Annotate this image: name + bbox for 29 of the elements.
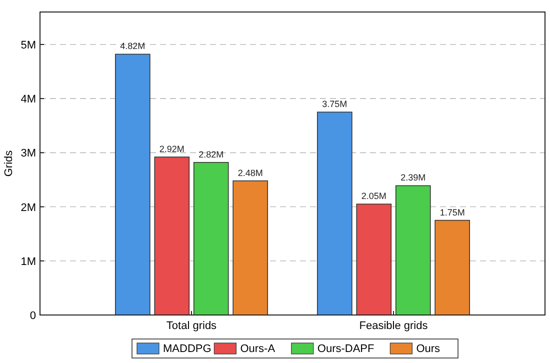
- data-label: 3.75M: [322, 99, 348, 110]
- bar: [434, 220, 470, 316]
- bar: [395, 185, 431, 316]
- legend-label: Ours-A: [240, 343, 276, 355]
- data-label: 2.82M: [198, 149, 224, 160]
- x-tick-label: Total grids: [166, 320, 218, 332]
- bar: [356, 204, 392, 316]
- legend-label: MADDPG: [163, 343, 212, 355]
- y-tick-label: 0: [30, 310, 36, 322]
- data-label: 2.92M: [159, 144, 184, 154]
- data-label: 4.82M: [120, 41, 146, 52]
- y-tick-label: 4M: [20, 94, 36, 106]
- legend-label: Ours: [416, 343, 441, 355]
- bar: [317, 112, 352, 316]
- data-label: 1.75M: [440, 207, 465, 218]
- x-tick-label: Feasible grids: [359, 320, 428, 332]
- bar: [193, 162, 229, 316]
- y-tick-label: 2M: [20, 202, 36, 214]
- bar: [154, 156, 190, 316]
- y-tick-label: 3M: [20, 148, 36, 160]
- y-axis-title: Grids: [3, 150, 15, 177]
- bar: [115, 54, 150, 316]
- data-label: 2.05M: [361, 191, 386, 202]
- data-label: 2.48M: [238, 168, 263, 178]
- y-tick-label: 1M: [20, 256, 36, 268]
- bar: [232, 180, 268, 316]
- y-tick-label: 5M: [20, 39, 36, 52]
- legend-label: Ours-DAPF: [317, 343, 375, 355]
- data-label: 2.39M: [400, 172, 426, 183]
